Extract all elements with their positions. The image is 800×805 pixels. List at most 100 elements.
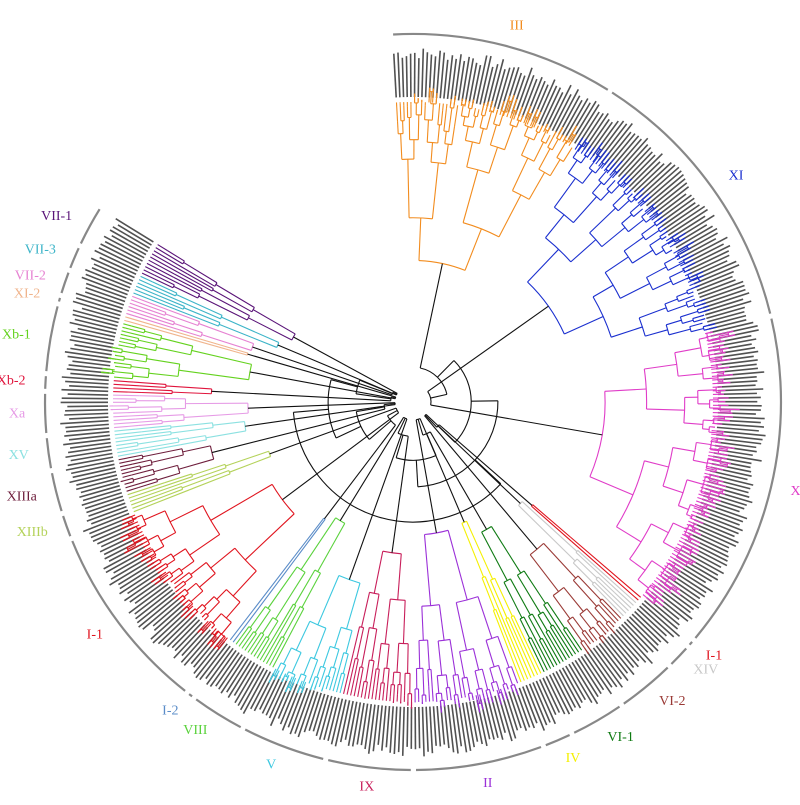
branch xyxy=(563,628,574,644)
branch xyxy=(114,354,125,358)
branch xyxy=(489,124,497,146)
branch xyxy=(543,543,577,579)
branch xyxy=(140,478,157,484)
branch-arc xyxy=(596,153,602,158)
branch-arc xyxy=(287,686,292,689)
branch xyxy=(342,653,349,674)
backbone-arc xyxy=(355,379,361,394)
branch xyxy=(677,587,681,591)
branch xyxy=(531,613,547,638)
branch xyxy=(102,368,113,371)
branch-arc xyxy=(651,205,655,210)
branch xyxy=(595,578,613,595)
clade-label-iv: IV xyxy=(566,751,581,766)
branch xyxy=(277,603,294,630)
branch xyxy=(663,541,681,552)
branch xyxy=(591,583,608,600)
leaf-branch xyxy=(269,657,275,666)
branch-arc xyxy=(490,144,505,151)
branch-arc xyxy=(543,601,548,606)
branch xyxy=(559,134,564,141)
leaf-branch xyxy=(609,616,616,624)
branch xyxy=(595,148,601,155)
branch xyxy=(625,189,632,195)
branch xyxy=(711,501,716,505)
branch-arc xyxy=(183,580,187,585)
branch xyxy=(655,249,665,256)
branch xyxy=(217,637,226,648)
branch-arc xyxy=(485,635,498,641)
branch xyxy=(122,515,132,521)
branch xyxy=(658,212,663,216)
leaf-branch xyxy=(308,673,314,684)
branch xyxy=(547,131,557,148)
branch xyxy=(718,447,728,450)
branch xyxy=(211,624,216,629)
leaf-branch xyxy=(374,685,378,700)
branch xyxy=(565,627,581,648)
leaf-branch xyxy=(711,371,725,374)
branch xyxy=(459,651,466,678)
branch xyxy=(120,477,133,483)
branch xyxy=(431,103,434,121)
leaf-branch xyxy=(133,292,176,310)
clade-xb-2 xyxy=(113,380,213,395)
leaf-branch xyxy=(118,344,127,347)
leaf-branch xyxy=(124,319,192,340)
leaf-branch xyxy=(153,250,178,266)
clade-label-ii: II xyxy=(483,776,493,791)
branch-arc xyxy=(679,316,683,324)
backbone-branch xyxy=(424,415,538,550)
branch xyxy=(661,239,674,248)
branch xyxy=(339,652,345,666)
leaf-branch xyxy=(256,650,263,659)
leaf-branch xyxy=(125,482,141,489)
branch xyxy=(572,196,598,223)
branch-arc xyxy=(253,631,257,634)
branch xyxy=(144,431,171,436)
leaf-branch xyxy=(698,322,703,325)
branch-arc xyxy=(716,438,719,443)
branch xyxy=(113,361,132,366)
branch xyxy=(629,558,646,571)
leaf-branch xyxy=(138,279,155,287)
branch xyxy=(717,366,730,370)
branch xyxy=(247,633,257,646)
branch xyxy=(146,358,180,365)
branch-arc xyxy=(228,470,231,475)
branch xyxy=(672,277,690,286)
branch xyxy=(282,606,301,638)
branch xyxy=(690,504,704,510)
branch xyxy=(713,417,725,420)
branch xyxy=(140,555,151,563)
leaf-branch xyxy=(692,298,695,301)
backbone-branch xyxy=(427,305,549,393)
branch-arc xyxy=(672,563,676,569)
branch-arc xyxy=(200,628,205,632)
branch xyxy=(219,323,277,348)
branch xyxy=(150,554,157,559)
branch xyxy=(598,169,608,181)
ring-segment-vii-2 xyxy=(60,272,70,294)
branch xyxy=(451,126,456,145)
branch xyxy=(147,558,160,567)
branch-arc xyxy=(134,344,137,349)
branch xyxy=(664,298,678,305)
leaf-branch xyxy=(529,649,542,674)
branch xyxy=(421,606,424,641)
leaf-branch xyxy=(514,641,532,679)
ring-segment-i-2 xyxy=(188,693,193,698)
branch xyxy=(616,169,621,174)
branch xyxy=(627,193,633,199)
branch-arc xyxy=(690,560,694,565)
branch xyxy=(476,689,481,704)
branch xyxy=(537,614,548,632)
leaf-branch xyxy=(122,326,127,329)
branch xyxy=(672,522,688,530)
backbone-branch xyxy=(355,393,392,400)
branch xyxy=(674,239,680,243)
branch xyxy=(591,182,602,194)
branch xyxy=(693,531,702,536)
branch-arc xyxy=(505,617,509,620)
branch xyxy=(531,117,537,129)
